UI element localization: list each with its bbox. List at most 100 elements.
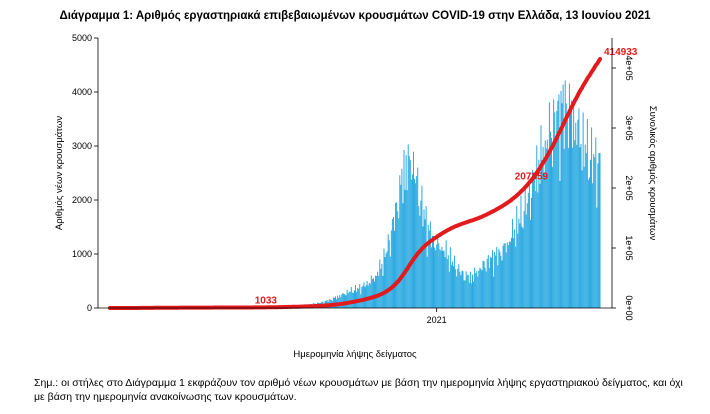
daily-case-bar xyxy=(551,137,553,308)
daily-case-bar xyxy=(407,144,409,308)
daily-case-bar xyxy=(571,100,573,308)
daily-cases-bars xyxy=(117,80,601,309)
y-tick-label: 0 xyxy=(87,303,92,313)
daily-case-bar xyxy=(460,275,462,308)
daily-case-bar xyxy=(348,291,350,308)
daily-case-bar xyxy=(520,195,522,308)
daily-case-bar xyxy=(475,273,477,308)
daily-case-bar xyxy=(474,267,476,308)
daily-case-bar xyxy=(510,237,512,308)
daily-case-bar xyxy=(456,276,458,308)
daily-case-bar xyxy=(566,119,568,308)
daily-case-bar xyxy=(536,145,538,308)
daily-case-bar xyxy=(440,250,442,308)
daily-case-bar xyxy=(457,268,459,308)
daily-case-bar xyxy=(397,211,399,308)
daily-case-bar xyxy=(332,297,334,308)
daily-case-bar xyxy=(361,286,363,308)
daily-case-bar xyxy=(398,218,400,308)
daily-case-bar xyxy=(531,197,533,308)
daily-case-bar xyxy=(420,200,422,308)
daily-case-bar xyxy=(401,168,403,308)
daily-case-bar xyxy=(577,119,579,309)
daily-case-bar xyxy=(508,241,510,308)
daily-case-bar xyxy=(494,252,496,308)
daily-case-bar xyxy=(543,172,545,308)
daily-case-bar xyxy=(567,148,569,308)
daily-case-bar xyxy=(541,159,543,308)
daily-case-bar xyxy=(580,143,582,308)
daily-case-bar xyxy=(576,144,578,308)
daily-case-bar xyxy=(454,255,456,308)
daily-case-bar xyxy=(438,243,440,308)
daily-case-bar xyxy=(339,295,341,308)
daily-case-bar xyxy=(492,250,494,308)
daily-case-bar xyxy=(561,103,563,308)
daily-case-bar xyxy=(498,248,500,308)
daily-case-bar xyxy=(594,157,596,308)
daily-case-bar xyxy=(507,245,509,308)
daily-case-bar xyxy=(588,177,590,308)
y-right-tick-label: 0e+00 xyxy=(624,295,634,320)
daily-case-bar xyxy=(503,243,505,308)
daily-case-bar xyxy=(537,192,539,308)
daily-case-bar xyxy=(538,159,540,308)
daily-case-bar xyxy=(552,166,554,308)
daily-case-bar xyxy=(512,218,514,308)
daily-case-bar xyxy=(417,167,419,308)
daily-case-bar xyxy=(545,148,547,308)
daily-case-bar xyxy=(426,256,428,308)
daily-case-bar xyxy=(548,102,550,308)
daily-case-bar xyxy=(359,284,361,308)
daily-case-bar xyxy=(529,219,531,308)
daily-case-bar xyxy=(518,218,520,308)
daily-case-bar xyxy=(504,243,506,308)
daily-case-bar xyxy=(523,211,525,308)
daily-case-bar xyxy=(414,178,416,308)
daily-case-bar xyxy=(357,288,359,308)
daily-case-bar xyxy=(553,99,555,308)
daily-case-bar xyxy=(402,203,404,308)
daily-case-bar xyxy=(598,152,600,308)
daily-case-bar xyxy=(527,192,529,308)
daily-case-bar xyxy=(495,255,497,308)
daily-case-bar xyxy=(461,270,463,308)
daily-case-bar xyxy=(459,271,461,308)
daily-case-bar xyxy=(450,264,452,308)
daily-case-bar xyxy=(546,139,548,308)
daily-case-bar xyxy=(433,235,435,308)
daily-case-bar xyxy=(579,147,581,308)
daily-case-bar xyxy=(392,217,394,308)
daily-case-bar xyxy=(575,122,577,308)
daily-case-bar xyxy=(378,275,380,308)
daily-case-bar xyxy=(479,267,481,308)
daily-case-bar xyxy=(467,274,469,308)
daily-case-bar xyxy=(560,90,562,308)
daily-case-bar xyxy=(563,148,565,308)
daily-case-bar xyxy=(465,271,467,308)
daily-case-bar xyxy=(350,286,352,308)
daily-case-bar xyxy=(372,278,374,308)
daily-case-bar xyxy=(493,276,495,308)
daily-case-bar xyxy=(386,251,388,308)
daily-case-bar xyxy=(470,283,472,308)
daily-case-bar xyxy=(415,183,417,308)
daily-case-bar xyxy=(430,247,432,308)
chart-axes: 0 1000 2000 3000 4000 5000 0e+00 1e+05 2e+05 3e+0… xyxy=(72,33,634,325)
daily-case-bar xyxy=(458,263,460,308)
daily-case-bar xyxy=(596,207,598,308)
daily-case-bar xyxy=(342,292,344,308)
daily-case-bar xyxy=(471,274,473,308)
daily-case-bar xyxy=(480,268,482,308)
daily-case-bar xyxy=(522,228,524,308)
daily-case-bar xyxy=(547,156,549,308)
daily-case-bar xyxy=(429,221,431,308)
daily-case-bar xyxy=(434,247,436,308)
daily-case-bar xyxy=(486,258,488,308)
daily-case-bar xyxy=(380,268,382,308)
daily-case-bar xyxy=(586,118,588,308)
daily-case-bar xyxy=(335,296,337,308)
daily-case-bar xyxy=(592,183,594,308)
daily-case-bar xyxy=(411,174,413,308)
daily-case-bar xyxy=(422,226,424,308)
